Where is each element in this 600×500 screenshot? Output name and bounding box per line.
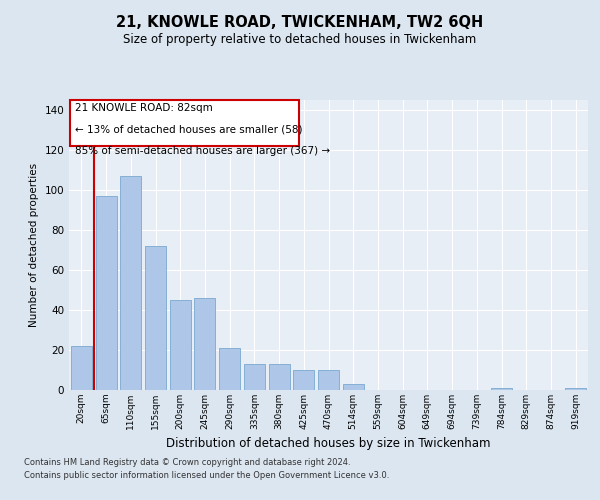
Bar: [145, 246, 166, 390]
Bar: [269, 364, 290, 390]
Bar: [318, 370, 339, 390]
Bar: [170, 300, 191, 390]
Bar: [71, 346, 92, 390]
Text: 21 KNOWLE ROAD: 82sqm: 21 KNOWLE ROAD: 82sqm: [76, 103, 213, 113]
Text: Size of property relative to detached houses in Twickenham: Size of property relative to detached ho…: [124, 34, 476, 46]
FancyBboxPatch shape: [70, 100, 299, 146]
Bar: [194, 298, 215, 390]
Bar: [565, 388, 586, 390]
Bar: [120, 176, 141, 390]
Bar: [95, 196, 116, 390]
Text: ← 13% of detached houses are smaller (58): ← 13% of detached houses are smaller (58…: [76, 124, 303, 134]
Bar: [293, 370, 314, 390]
Text: Contains HM Land Registry data © Crown copyright and database right 2024.: Contains HM Land Registry data © Crown c…: [24, 458, 350, 467]
Bar: [219, 348, 240, 390]
Text: 21, KNOWLE ROAD, TWICKENHAM, TW2 6QH: 21, KNOWLE ROAD, TWICKENHAM, TW2 6QH: [116, 15, 484, 30]
Y-axis label: Number of detached properties: Number of detached properties: [29, 163, 39, 327]
X-axis label: Distribution of detached houses by size in Twickenham: Distribution of detached houses by size …: [166, 438, 491, 450]
Text: Contains public sector information licensed under the Open Government Licence v3: Contains public sector information licen…: [24, 470, 389, 480]
Bar: [491, 388, 512, 390]
Text: 85% of semi-detached houses are larger (367) →: 85% of semi-detached houses are larger (…: [76, 146, 331, 156]
Bar: [244, 364, 265, 390]
Bar: [343, 384, 364, 390]
